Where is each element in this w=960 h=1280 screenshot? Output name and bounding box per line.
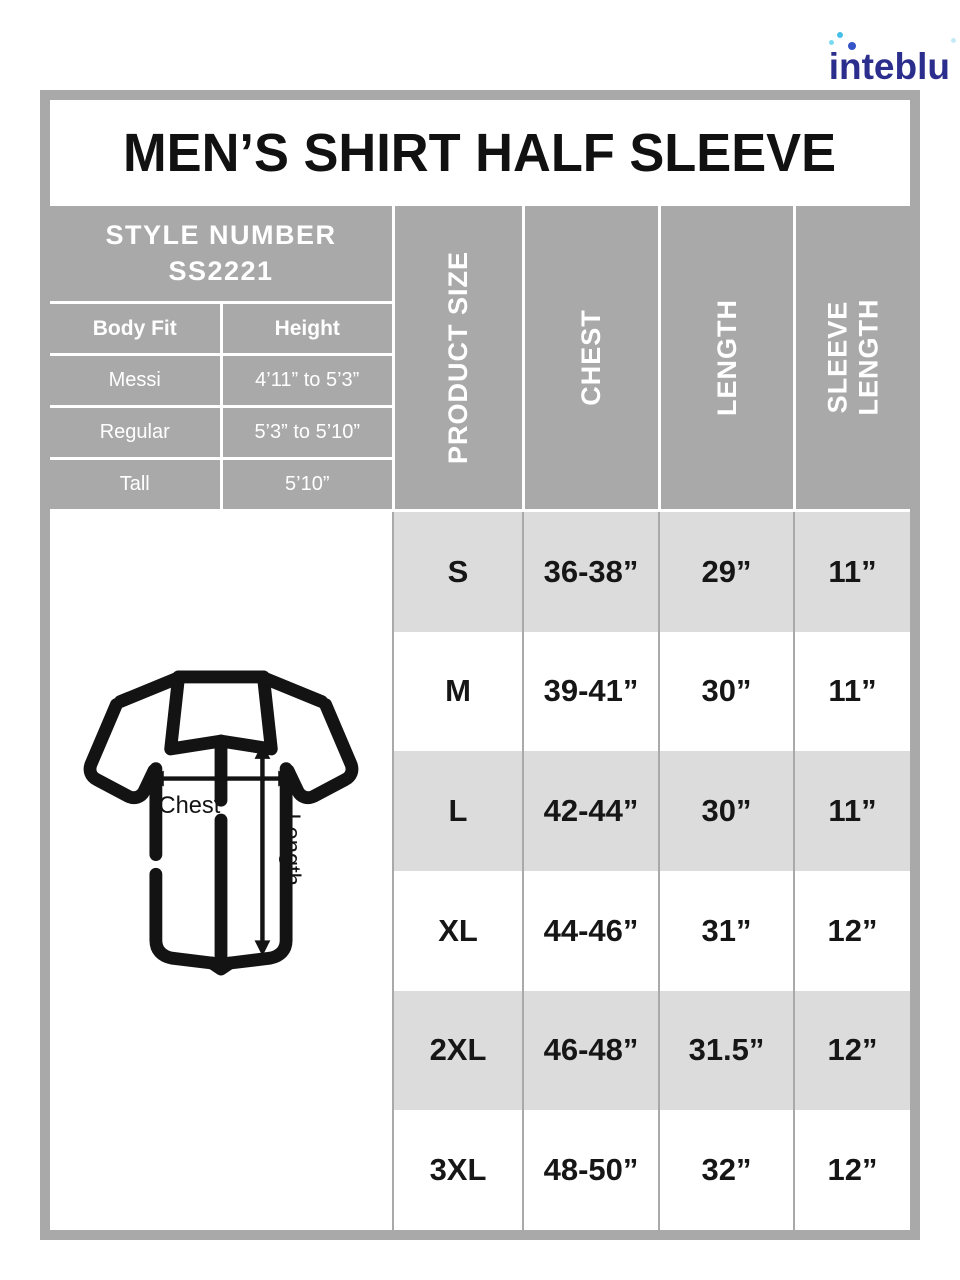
- fit-row: Messi 4’11” to 5’3”: [50, 353, 392, 405]
- chart-title-bar: MEN’S SHIRT HALF SLEEVE: [50, 100, 910, 206]
- chest-cell: 39-41”: [522, 631, 658, 752]
- size-cell: XL: [392, 870, 522, 991]
- chest-cell: 46-48”: [522, 990, 658, 1111]
- chest-cell: 42-44”: [522, 751, 658, 871]
- brand-logo: inteblu: [828, 30, 956, 87]
- style-panel: STYLE NUMBER SS2221 Body Fit Height Mess…: [50, 206, 392, 512]
- sleeve-length-cell: 11”: [793, 751, 910, 871]
- chest-label: Chest: [159, 793, 221, 819]
- shirt-measurement-icon: Chest Length: [83, 670, 359, 976]
- fit-height-cell: 5’3” to 5’10”: [254, 421, 361, 443]
- sleeve-length-cell: 12”: [793, 1110, 910, 1230]
- sparkle-dot-icon: [836, 32, 843, 38]
- sparkle-dot-icon: [828, 40, 834, 45]
- column-header-label: PRODUCT SIZE: [443, 250, 474, 465]
- length-arrow: [254, 743, 271, 957]
- column-header-product-size: PRODUCT SIZE: [392, 206, 522, 512]
- size-cell: 2XL: [392, 990, 522, 1111]
- brand-logo-text: inteblu: [828, 46, 950, 87]
- fit-name-cell: Messi: [50, 356, 223, 405]
- fit-row: Regular 5’3” to 5’10”: [50, 405, 392, 457]
- fit-name-cell: Tall: [50, 460, 223, 509]
- size-chart-grid: MEN’S SHIRT HALF SLEEVE STYLE NUMBER SS2…: [50, 100, 910, 1230]
- length-cell: 30”: [658, 751, 793, 871]
- length-cell: 31.5”: [658, 990, 793, 1111]
- length-cell: 32”: [658, 1110, 793, 1230]
- fit-column-height: Height: [274, 316, 340, 340]
- chest-cell: 36-38”: [522, 512, 658, 632]
- fit-height-cell: 4’11” to 5’3”: [255, 369, 360, 391]
- sleeve-length-cell: 12”: [793, 870, 910, 991]
- size-cell: L: [392, 751, 522, 871]
- fit-table-header: Body Fit Height: [50, 301, 392, 353]
- column-header-chest: CHEST: [522, 206, 658, 512]
- fit-name-cell: Regular: [50, 408, 223, 457]
- chest-cell: 48-50”: [522, 1110, 658, 1230]
- column-header-label: CHEST: [575, 309, 606, 406]
- size-cell: 3XL: [392, 1110, 522, 1230]
- style-number-block: STYLE NUMBER SS2221: [50, 206, 392, 301]
- style-number-value: SS2221: [168, 255, 274, 286]
- length-label: Length: [278, 813, 304, 885]
- size-cell: S: [392, 512, 522, 632]
- sleeve-length-cell: 11”: [793, 631, 910, 752]
- length-cell: 30”: [658, 631, 793, 752]
- length-cell: 29”: [658, 512, 793, 632]
- size-cell: M: [392, 631, 522, 752]
- sleeve-length-cell: 11”: [793, 512, 910, 632]
- sparkle-dot-icon: [951, 38, 956, 43]
- style-number-label: STYLE NUMBER: [105, 220, 337, 251]
- column-header-length: LENGTH: [658, 206, 793, 512]
- column-header-sleeve-length: SLEEVE LENGTH: [793, 206, 910, 512]
- chest-cell: 44-46”: [522, 870, 658, 991]
- chart-title: MEN’S SHIRT HALF SLEEVE: [123, 123, 837, 183]
- fit-height-cell: 5’10”: [285, 473, 330, 495]
- size-chart: MEN’S SHIRT HALF SLEEVE STYLE NUMBER SS2…: [40, 90, 920, 1240]
- sparkle-dot-icon: [847, 42, 856, 50]
- fit-column-body-fit: Body Fit: [50, 304, 223, 353]
- length-cell: 31”: [658, 870, 793, 991]
- shirt-diagram-cell: Chest Length: [50, 512, 392, 1230]
- sleeve-length-cell: 12”: [793, 990, 910, 1111]
- column-header-label: SLEEVE LENGTH: [821, 298, 884, 416]
- column-header-label: LENGTH: [711, 299, 742, 416]
- fit-row: Tall 5’10”: [50, 457, 392, 509]
